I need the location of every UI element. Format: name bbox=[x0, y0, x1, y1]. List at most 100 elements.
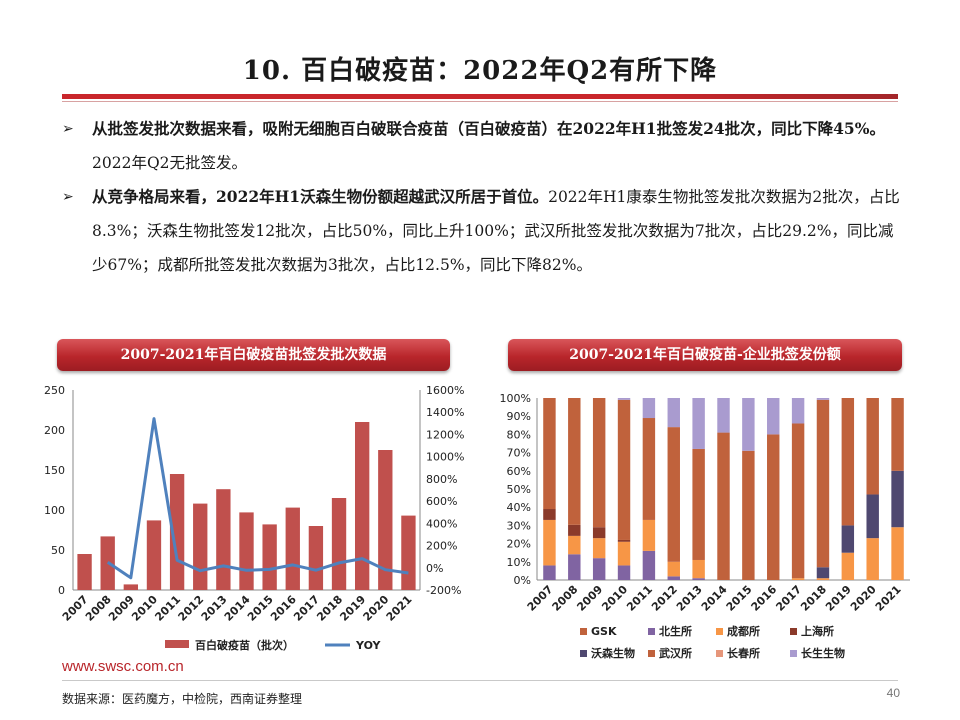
chart2-xtick: 2016 bbox=[749, 583, 780, 614]
chart1-ytick-right: 400% bbox=[426, 517, 457, 530]
chart1-xtick: 2015 bbox=[245, 593, 276, 624]
chart1-bar bbox=[401, 515, 416, 590]
chart2-bar-segment bbox=[642, 519, 656, 551]
chart2-bar-segment bbox=[642, 550, 656, 580]
chart1-xtick: 2021 bbox=[384, 593, 415, 624]
bullet-2-bold: 从竞争格局来看，2022年H1沃森生物份额超越武汉所居于首位。 bbox=[92, 187, 549, 206]
chart1-bar bbox=[146, 520, 162, 590]
bullet-list: ➢ 从批签发批次数据来看，吸附无细胞百白破联合疫苗（百白破疫苗）在2022年H1… bbox=[62, 112, 902, 282]
chart1-ytick-right: 1600% bbox=[426, 384, 464, 397]
chart1-bar bbox=[308, 526, 324, 590]
chart2-legend-swatch bbox=[648, 650, 655, 657]
chart2-bar-segment bbox=[543, 565, 556, 580]
chart2-bar-segment bbox=[617, 541, 631, 566]
chart2-bar-segment bbox=[841, 525, 855, 553]
chart2-bar-segment bbox=[568, 535, 581, 555]
chart1-title: 2007-2021年百白破疫苗批签发批次数据 bbox=[57, 339, 450, 371]
chart1-bar bbox=[331, 498, 347, 590]
chart1-xtick: 2017 bbox=[291, 593, 322, 624]
title-rule bbox=[62, 94, 898, 99]
chart2-ytick: 80% bbox=[507, 428, 531, 441]
page-number: 40 bbox=[886, 686, 900, 700]
chart1-legend-line-label: YOY bbox=[355, 639, 382, 652]
chart2-bar-segment bbox=[692, 559, 705, 579]
bullet-1-text: 2022年Q2无批签发。 bbox=[92, 154, 248, 172]
slide-title: 10. 百白破疫苗：2022年Q2有所下降 bbox=[242, 56, 718, 86]
chart2-bar-segment bbox=[642, 398, 656, 419]
bullet-arrow-icon: ➢ bbox=[62, 189, 74, 205]
chart1-bar bbox=[239, 512, 254, 590]
chart2-bar-segment bbox=[543, 509, 556, 520]
chart1-bar bbox=[77, 554, 92, 590]
chart2-legend-label: 成都所 bbox=[727, 624, 760, 638]
bullet-item-1: ➢ 从批签发批次数据来看，吸附无细胞百白破联合疫苗（百白破疫苗）在2022年H1… bbox=[62, 112, 902, 180]
chart2-bar-segment bbox=[592, 538, 606, 559]
chart2-bar-segment bbox=[891, 470, 904, 528]
chart1-ytick-left: 50 bbox=[51, 544, 65, 557]
chart2-bar-segment bbox=[717, 432, 730, 580]
chart2-bar-segment bbox=[791, 578, 805, 580]
chart2-legend-label: 沃森生物 bbox=[591, 646, 635, 660]
chart2-title: 2007-2021年百白破疫苗-企业批签发份额 bbox=[508, 339, 902, 371]
chart1-xtick: 2007 bbox=[60, 593, 91, 624]
chart2-xtick: 2012 bbox=[649, 583, 680, 614]
bullet-2-text: 2022年H1康泰生物批签发批次数据为2批次，占比8.3%；沃森生物批签发12批… bbox=[92, 188, 900, 274]
chart1-bar bbox=[123, 584, 139, 590]
chart2-bar-segment bbox=[891, 527, 904, 580]
chart2-ytick: 70% bbox=[507, 447, 531, 460]
chart2-xtick: 2007 bbox=[525, 583, 556, 614]
chart2-bar-segment bbox=[568, 398, 581, 525]
chart2-ytick: 40% bbox=[507, 501, 531, 514]
chart1-xtick: 2008 bbox=[83, 593, 114, 624]
chart1-ytick-right: -200% bbox=[426, 584, 461, 597]
chart2-bar-segment bbox=[617, 398, 631, 400]
bullet-1-bold: 从批签发批次数据来看，吸附无细胞百白破联合疫苗（百白破疫苗）在2022年H1批签… bbox=[92, 119, 885, 138]
chart2-bar-segment bbox=[642, 418, 656, 520]
website-url[interactable]: www.swsc.com.cn bbox=[62, 658, 184, 675]
chart2-bar-segment bbox=[692, 398, 705, 449]
chart2-bar-segment bbox=[592, 527, 606, 539]
chart2-legend-swatch bbox=[648, 628, 655, 635]
chart2-bar-segment bbox=[568, 524, 581, 536]
chart2-xtick: 2013 bbox=[674, 583, 705, 614]
chart1-ytick-left: 150 bbox=[44, 464, 65, 477]
chart2-bar-segment bbox=[866, 494, 879, 539]
chart2-bar-segment bbox=[866, 398, 879, 495]
chart2-ytick: 60% bbox=[507, 465, 531, 478]
chart1-bar bbox=[262, 524, 277, 590]
chart2-bar-segment bbox=[767, 398, 780, 435]
chart1-xtick: 2019 bbox=[337, 593, 368, 624]
chart2-bar-segment bbox=[866, 538, 879, 580]
chart2-bar-segment bbox=[891, 398, 904, 471]
chart1-xtick: 2011 bbox=[152, 593, 183, 624]
chart2-bar-segment bbox=[692, 578, 705, 580]
chart2-legend-swatch bbox=[580, 628, 587, 635]
chart1-ytick-right: 1200% bbox=[426, 428, 464, 441]
chart2-bar-segment bbox=[617, 539, 631, 542]
chart1-bar bbox=[285, 507, 300, 590]
chart2-ytick: 90% bbox=[507, 410, 531, 423]
chart2-ytick: 50% bbox=[507, 483, 531, 496]
chart2-bar-segment bbox=[816, 398, 830, 400]
chart2-bar-segment bbox=[791, 423, 805, 579]
chart2-legend-label: GSK bbox=[591, 625, 617, 638]
chart2-ytick: 0% bbox=[514, 574, 531, 587]
chart2-legend-swatch bbox=[790, 628, 797, 635]
chart1-bar bbox=[354, 422, 370, 590]
footer-rule bbox=[62, 680, 898, 681]
chart2-ytick: 10% bbox=[507, 556, 531, 569]
chart2-bar-segment bbox=[816, 399, 830, 568]
chart2-xtick: 2021 bbox=[873, 583, 904, 614]
chart1-xtick: 2012 bbox=[176, 593, 207, 624]
chart2-bar-segment bbox=[592, 558, 606, 580]
chart2-xtick: 2011 bbox=[624, 583, 655, 614]
chart1-ytick-left: 200 bbox=[44, 424, 65, 437]
chart2-bar-segment bbox=[742, 450, 755, 580]
chart2-legend-label: 武汉所 bbox=[659, 646, 692, 660]
chart2-legend-swatch bbox=[790, 650, 797, 657]
chart1-ytick-right: 0% bbox=[426, 562, 443, 575]
chart1-legend-bar-label: 百白破疫苗（批次） bbox=[195, 638, 294, 652]
chart2-xtick: 2010 bbox=[599, 583, 630, 614]
chart2-xtick: 2020 bbox=[848, 583, 879, 614]
chart2-bar-segment bbox=[617, 565, 631, 580]
